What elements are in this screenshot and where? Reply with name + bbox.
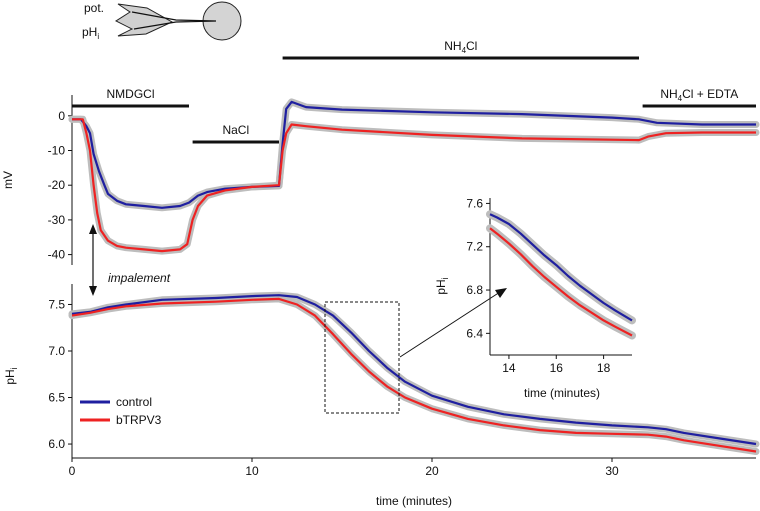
x-tick-label: 16	[550, 361, 564, 375]
condition-label: NMDGCl	[107, 87, 155, 101]
legend-label-btrpv3: bTRPV3	[116, 413, 162, 427]
x-axis-title: time (minutes)	[376, 494, 452, 508]
zoom-region-box	[324, 301, 400, 414]
x-tick-label: 0	[69, 464, 76, 478]
y-tick-label: 6.5	[48, 391, 65, 405]
series-line-btrpv3	[489, 227, 633, 337]
zoom-arrow	[399, 291, 501, 358]
pipette-body-icon	[114, 3, 174, 37]
y-tick-label: 6.4	[466, 326, 483, 340]
x-tick-label: 20	[425, 464, 439, 478]
y-tick-label: 7.6	[466, 196, 483, 210]
legend: control bTRPV3	[80, 395, 162, 427]
schematic-label-phi: pHi	[82, 25, 99, 41]
x-tick-label: 18	[597, 361, 611, 375]
pipette-wire-icon	[131, 11, 217, 30]
series-line-control	[489, 213, 633, 322]
error-band-btrpv3	[68, 115, 760, 255]
condition-label: NH4Cl + EDTA	[660, 87, 738, 103]
x-tick-label: 10	[245, 464, 259, 478]
y-tick-label: -20	[48, 178, 66, 192]
impalement-label: impalement	[108, 271, 171, 285]
error-band-control	[486, 210, 636, 325]
y-tick-label: 7.2	[466, 240, 483, 254]
condition-label: NaCl	[222, 123, 249, 137]
series-line-control	[72, 100, 756, 209]
electrode-schematic: pot. pHi	[82, 1, 242, 41]
y-tick-label: 0	[58, 109, 65, 123]
y-tick-label: -30	[48, 213, 66, 227]
schematic-label-pot: pot.	[84, 1, 104, 15]
series-line-btrpv3	[72, 118, 756, 253]
y-tick-label: 6.8	[466, 283, 483, 297]
y-tick-label: 6.0	[48, 437, 65, 451]
impalement-arrowhead-top	[89, 224, 97, 234]
error-band-control	[68, 98, 760, 212]
y-tick-label: 7.5	[48, 297, 65, 311]
series-line-btrpv3	[71, 297, 757, 453]
x-tick-label: 30	[605, 464, 619, 478]
mv-axis-title: mV	[1, 171, 15, 189]
membrane-potential-panel: mV 0 -10 -20 -30 -40	[1, 95, 760, 265]
solution-condition-bars: NMDGCl NaCl NH4Cl NH4Cl + EDTA	[72, 39, 756, 144]
inset-y-axis-title: pHi	[434, 277, 450, 294]
legend-label-control: control	[116, 395, 152, 409]
y-tick-label: -10	[48, 144, 66, 158]
inset-panel: pHi time (minutes) 7.6 7.2 6.8 6.4 14 16 18	[434, 196, 636, 400]
ph-panel: pHi time (minutes) 7.5 7.0 6.5 6.0 0 10 20 30	[3, 284, 760, 508]
y-tick-label: 7.0	[48, 344, 65, 358]
inset-x-axis-title: time (minutes)	[524, 386, 600, 400]
y-tick-label: -40	[48, 248, 66, 262]
condition-label: NH4Cl	[444, 39, 477, 55]
error-band-control	[68, 291, 760, 448]
x-tick-label: 14	[502, 361, 516, 375]
impalement-arrowhead-bottom	[89, 286, 97, 296]
series-line-control	[71, 294, 757, 446]
ph-axis-title: pHi	[3, 367, 19, 384]
impalement-annotation: impalement	[89, 224, 171, 296]
zoom-arrowhead	[495, 288, 507, 298]
